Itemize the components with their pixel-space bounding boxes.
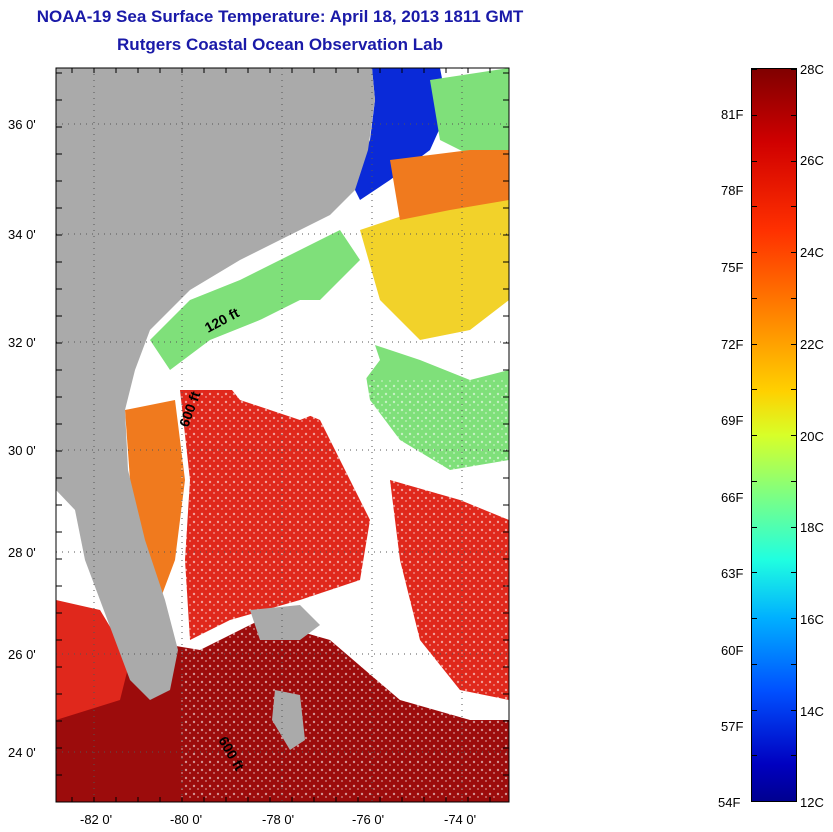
lon-label-76: -76 0' [352,812,385,827]
cb-label-63f: 63F [721,566,744,581]
colorbar-tick [791,618,796,619]
lon-label-80: -80 0' [170,812,203,827]
lon-label-74: -74 0' [444,812,477,827]
cb-label-78f: 78F [721,183,744,198]
colorbar-tick [752,344,757,345]
cb-label-75f: 75F [721,260,744,275]
cb-label-20c: 20C [800,429,824,444]
map-ticks [56,68,509,802]
colorbar-tick [791,389,796,390]
colorbar-tick [791,298,796,299]
no-data-area [200,300,380,420]
colorbar-tick [752,389,757,390]
colorbar-tick [791,161,796,162]
cb-label-66f: 66F [721,490,744,505]
cb-label-54f: 54F [718,795,741,810]
colorbar-tick [791,527,796,528]
lat-label-36: 36 0' [8,117,36,132]
colorbar-tick [752,755,757,756]
colorbar-tick [752,710,757,711]
land-mass [56,68,375,700]
cb-label-28c: 28C [800,62,824,77]
sst-cold-region [350,68,448,200]
cb-label-26c: 26C [800,153,824,168]
lat-label-26: 26 0' [8,647,36,662]
sst-cool-region-north [430,68,509,155]
colorbar-tick [752,527,757,528]
colorbar-tick [752,115,757,116]
map-title: NOAA-19 Sea Surface Temperature: April 1… [36,7,524,26]
colorbar-tick [791,206,796,207]
colorbar-tick [752,161,757,162]
colorbar-tick [752,801,757,802]
colorbar-tick [791,115,796,116]
cb-label-72f: 72F [721,337,744,352]
colorbar-tick [752,664,757,665]
colorbar-tick [791,69,796,70]
colorbar-tick [791,710,796,711]
colorbar-tick [752,206,757,207]
colorbar-tick [791,435,796,436]
sst-cool-coastal-band [150,230,360,370]
colorbar-tick [791,344,796,345]
cb-label-16c: 16C [800,612,824,627]
lat-label-24: 24 0' [8,745,36,760]
map-subtitle: Rutgers Coastal Ocean Observation Lab [117,35,443,54]
colorbar-tick [752,252,757,253]
lon-label-82: -82 0' [80,812,113,827]
map-grid [56,68,509,802]
colorbar-tick [752,481,757,482]
colorbar-tick [791,481,796,482]
cb-label-69f: 69F [721,413,744,428]
cb-label-22c: 22C [800,337,824,352]
cb-label-14c: 14C [800,704,824,719]
cb-label-60f: 60F [721,643,744,658]
lat-label-34: 34 0' [8,227,36,242]
cb-label-57f: 57F [721,719,744,734]
colorbar-tick [791,572,796,573]
colorbar-tick [752,572,757,573]
cb-label-12c: 12C [800,795,824,810]
lat-label-32: 32 0' [8,335,36,350]
lat-label-28: 28 0' [8,545,36,560]
colorbar-tick [791,664,796,665]
lat-label-30: 30 0' [8,443,36,458]
sst-warm-north-offshore [390,150,509,220]
cb-label-24c: 24C [800,245,824,260]
colorbar-tick [791,755,796,756]
colorbar-tick [752,618,757,619]
colorbar-tick [752,298,757,299]
sst-mild-offshore [360,190,509,340]
sst-field [56,68,509,802]
colorbar-tick [791,801,796,802]
bahamas-island-2 [272,690,305,750]
bahamas-island-1 [250,605,320,640]
cb-label-81f: 81F [721,107,744,122]
colorbar-tick [752,69,757,70]
colorbar [751,68,797,802]
map-frame [55,67,510,803]
colorbar-tick [791,252,796,253]
colorbar-tick [752,435,757,436]
cb-label-18c: 18C [800,520,824,535]
lon-label-78: -78 0' [262,812,295,827]
